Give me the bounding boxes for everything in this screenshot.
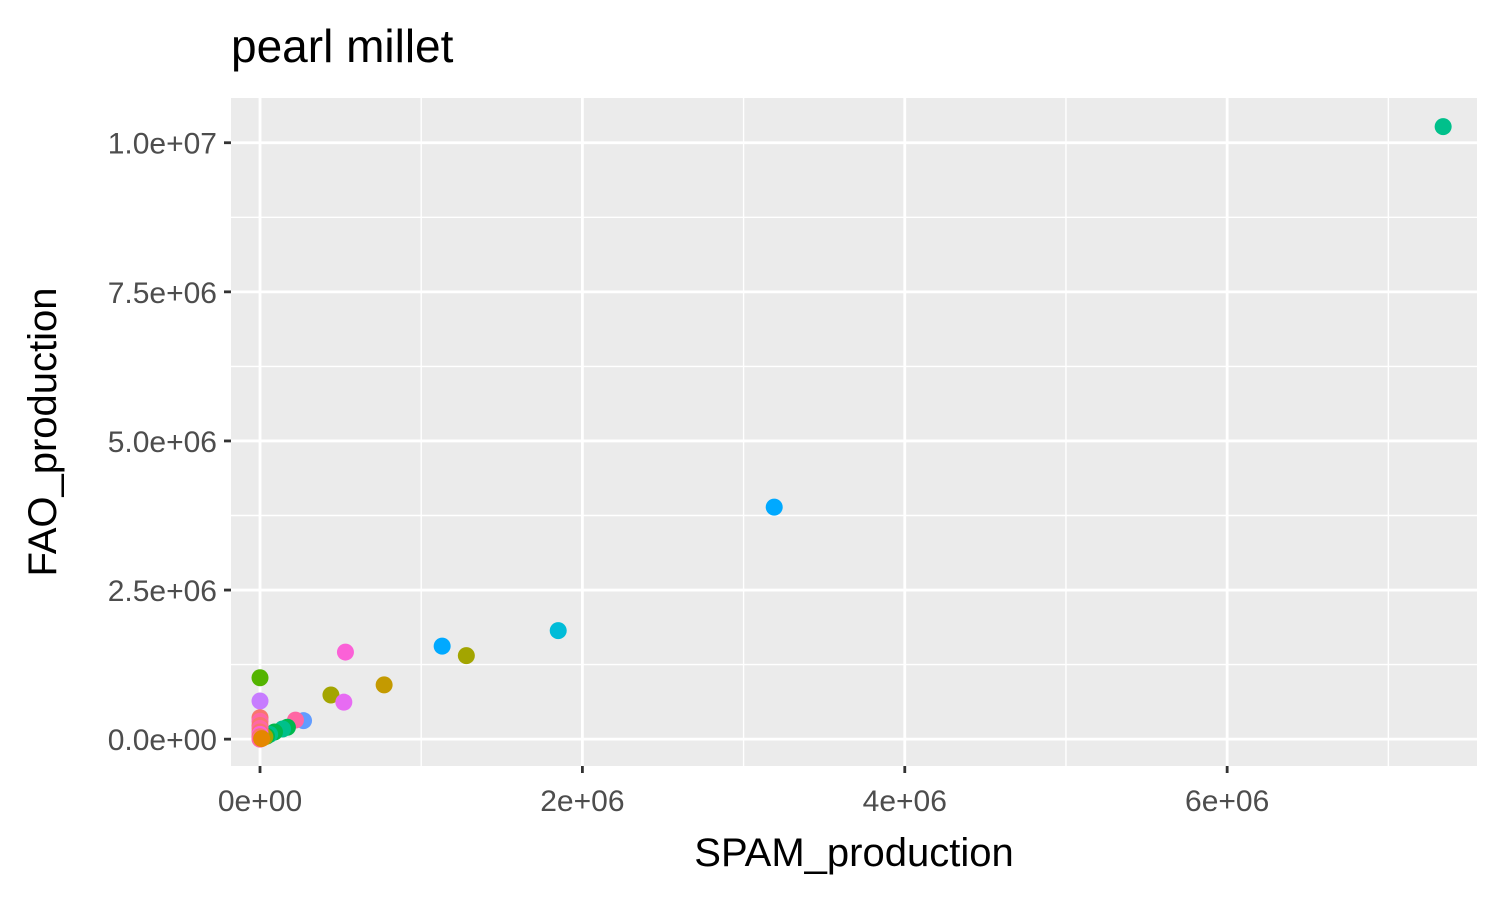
y-tick-label: 7.5e+06 [108,277,217,310]
y-tick-label: 5.0e+06 [108,426,217,459]
y-axis-title: FAO_production [21,287,65,576]
data-point [549,622,567,640]
x-tick-label: 0e+00 [218,785,302,818]
data-point [251,692,269,710]
y-tick-label: 1.0e+07 [108,128,217,161]
grid-minor [231,98,1477,766]
x-axis-title: SPAM_production [694,831,1013,875]
chart-title: pearl millet [231,20,454,72]
data-point [375,676,393,694]
x-tick-label: 6e+06 [1185,785,1269,818]
grid-major [231,98,1477,766]
y-tick-label: 0.0e+00 [108,724,217,757]
y-tick-label: 2.5e+06 [108,575,217,608]
data-point [251,669,269,687]
x-tick-label: 2e+06 [540,785,624,818]
y-axis: 0.0e+00 2.5e+06 5.0e+06 7.5e+06 1.0e+07 [108,128,231,757]
data-point [765,498,783,516]
plot-panel [231,98,1477,766]
data-point [335,693,353,711]
x-tick-label: 4e+06 [863,785,947,818]
data-point [433,637,451,655]
x-axis: 0e+00 2e+06 4e+06 6e+06 [218,766,1269,818]
data-points [251,118,1452,748]
data-point [322,686,340,704]
data-point [336,643,354,661]
data-point [1434,118,1452,136]
data-point [457,647,475,665]
data-point [253,730,271,748]
